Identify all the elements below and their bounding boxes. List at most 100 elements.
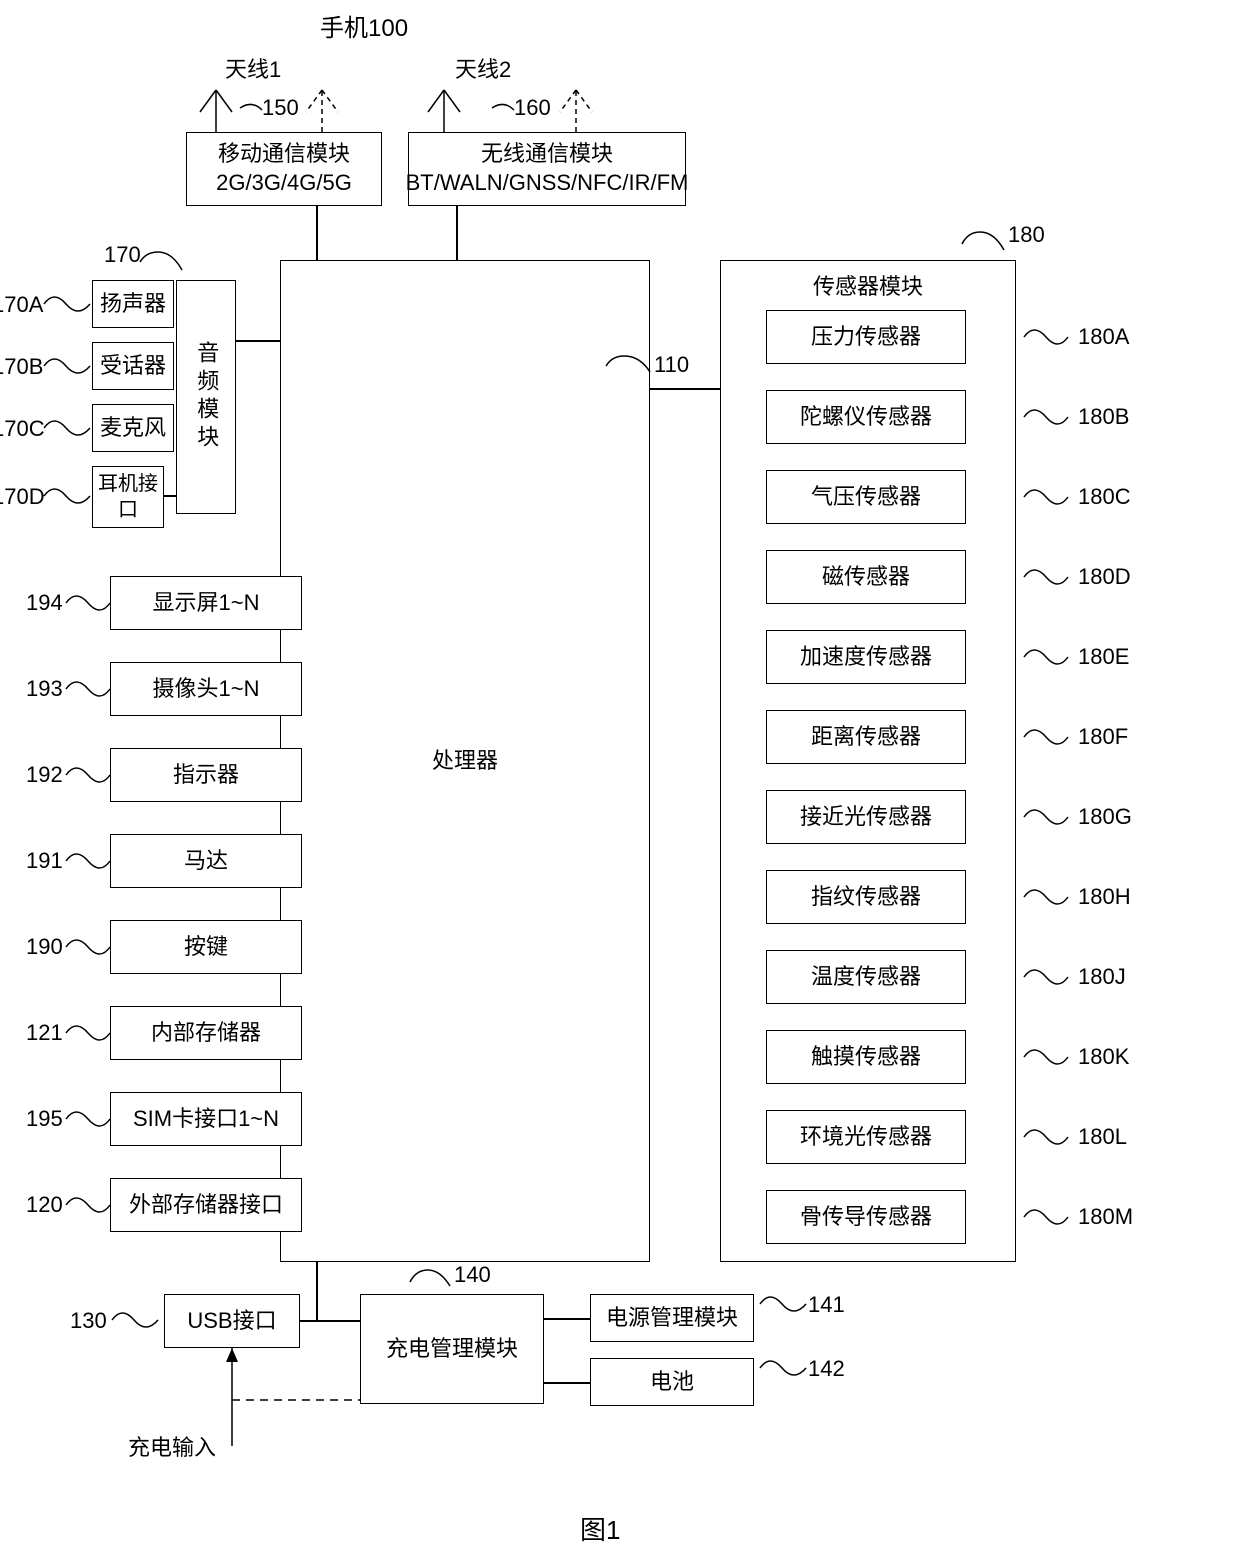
sensor-item-label: 距离传感器: [811, 723, 921, 752]
power-mgmt-label: 电源管理模块: [606, 1304, 738, 1333]
sensor-item-ref: 180A: [1078, 324, 1129, 350]
charge-input-label: 充电输入: [128, 1430, 216, 1462]
title: 手机100: [320, 8, 408, 43]
charge-mgmt-box: 充电管理模块: [360, 1294, 544, 1404]
power-mgmt-box: 电源管理模块: [590, 1294, 754, 1342]
left-module-ref: 193: [26, 676, 63, 702]
sensor-item-box: 指纹传感器: [766, 870, 966, 924]
mic-label: 麦克风: [100, 414, 166, 443]
processor-label: 处理器: [432, 747, 498, 776]
left-module-label: 按键: [184, 933, 228, 962]
left-module-box: 摄像头1~N: [110, 662, 302, 716]
sensor-item-box: 距离传感器: [766, 710, 966, 764]
sensor-item-label: 接近光传感器: [800, 803, 932, 832]
sensor-module-label: 传感器模块: [813, 273, 923, 302]
wireless-comm-line2: BT/WALN/GNSS/NFC/IR/FM: [406, 169, 689, 198]
receiver-label: 受话器: [100, 352, 166, 381]
sensor-item-label: 磁传感器: [822, 563, 910, 592]
sensor-item-label: 指纹传感器: [811, 883, 921, 912]
audio-module-ref: 170: [104, 242, 141, 268]
left-module-box: 指示器: [110, 748, 302, 802]
left-module-ref: 121: [26, 1020, 63, 1046]
left-module-ref: 192: [26, 762, 63, 788]
left-module-label: 马达: [184, 847, 228, 876]
audio-module-box: 音频模块: [176, 280, 236, 514]
left-module-box: 内部存储器: [110, 1006, 302, 1060]
left-module-label: 显示屏1~N: [153, 589, 260, 618]
line-audio-to-proc: [236, 340, 280, 342]
mic-box: 麦克风: [92, 404, 174, 452]
line-proc-to-sensors: [650, 388, 720, 390]
line-wireless-to-proc: [456, 206, 458, 260]
sensor-item-label: 气压传感器: [811, 483, 921, 512]
headphone-label: 耳机接口: [93, 471, 163, 523]
line-usb-to-charge: [300, 1320, 360, 1322]
receiver-ref: 170B: [0, 354, 42, 380]
sensor-item-ref: 180L: [1078, 1124, 1127, 1150]
sensor-item-label: 压力传感器: [811, 323, 921, 352]
mobile-comm-line1: 移动通信模块: [216, 140, 352, 169]
headphone-ref: 170D: [0, 484, 42, 510]
usb-label: USB接口: [187, 1307, 276, 1336]
sensor-item-ref: 180F: [1078, 724, 1128, 750]
mobile-comm-line2: 2G/3G/4G/5G: [216, 169, 352, 198]
left-module-box: 马达: [110, 834, 302, 888]
sensor-item-box: 温度传感器: [766, 950, 966, 1004]
left-module-label: 摄像头1~N: [153, 675, 260, 704]
diagram-canvas: 手机100 天线1 天线2 150 160 移动通信模块 2G/3G/4G/5G: [0, 0, 1240, 1559]
sensor-item-label: 加速度传感器: [800, 643, 932, 672]
sensor-item-ref: 180C: [1078, 484, 1131, 510]
figure-label: 图1: [580, 1510, 620, 1547]
speaker-box: 扬声器: [92, 280, 174, 328]
sensor-item-label: 骨传导传感器: [800, 1203, 932, 1232]
receiver-box: 受话器: [92, 342, 174, 390]
speaker-ref: 170A: [0, 292, 42, 318]
speaker-label: 扬声器: [100, 290, 166, 319]
line-charge-to-battery: [544, 1382, 590, 1384]
headphone-box: 耳机接口: [92, 466, 164, 528]
left-module-ref: 194: [26, 590, 63, 616]
battery-ref: 142: [808, 1356, 845, 1382]
charge-mgmt-label: 充电管理模块: [386, 1335, 518, 1364]
charge-mgmt-ref: 140: [454, 1262, 491, 1288]
sensor-item-label: 陀螺仪传感器: [800, 403, 932, 432]
battery-box: 电池: [590, 1358, 754, 1406]
processor-ref: 110: [654, 352, 689, 378]
sensor-item-ref: 180H: [1078, 884, 1131, 910]
audio-module-label: 音频模块: [192, 341, 221, 453]
usb-box: USB接口: [164, 1294, 300, 1348]
usb-ref: 130: [70, 1308, 107, 1334]
sensor-item-box: 环境光传感器: [766, 1110, 966, 1164]
sensor-item-box: 加速度传感器: [766, 630, 966, 684]
left-module-ref: 191: [26, 848, 63, 874]
sensor-item-ref: 180B: [1078, 404, 1129, 430]
left-module-box: SIM卡接口1~N: [110, 1092, 302, 1146]
sensor-item-label: 环境光传感器: [800, 1123, 932, 1152]
left-module-box: 显示屏1~N: [110, 576, 302, 630]
mobile-comm-box: 移动通信模块 2G/3G/4G/5G: [186, 132, 382, 206]
sensor-item-ref: 180G: [1078, 804, 1132, 830]
left-module-label: SIM卡接口1~N: [133, 1105, 279, 1134]
sensor-item-box: 接近光传感器: [766, 790, 966, 844]
sensor-item-label: 触摸传感器: [811, 1043, 921, 1072]
left-module-ref: 195: [26, 1106, 63, 1132]
wireless-comm-line1: 无线通信模块: [406, 140, 689, 169]
line-headphone-to-audio: [164, 495, 176, 497]
line-mobile-to-proc: [316, 206, 318, 260]
sensor-item-box: 压力传感器: [766, 310, 966, 364]
sensor-module-ref: 180: [1008, 222, 1045, 248]
line-proc-down: [316, 1262, 318, 1320]
left-module-ref: 120: [26, 1192, 63, 1218]
line-charge-to-power: [544, 1318, 590, 1320]
left-module-label: 内部存储器: [151, 1019, 261, 1048]
left-module-box: 外部存储器接口: [110, 1178, 302, 1232]
sensor-item-box: 陀螺仪传感器: [766, 390, 966, 444]
sensor-item-box: 磁传感器: [766, 550, 966, 604]
left-module-box: 按键: [110, 920, 302, 974]
sensor-item-box: 气压传感器: [766, 470, 966, 524]
antenna-1-label: 天线1: [225, 52, 281, 84]
sensor-item-ref: 180K: [1078, 1044, 1129, 1070]
wireless-comm-ref: 160: [514, 95, 551, 121]
power-mgmt-ref: 141: [808, 1292, 845, 1318]
mic-ref: 170C: [0, 416, 42, 442]
